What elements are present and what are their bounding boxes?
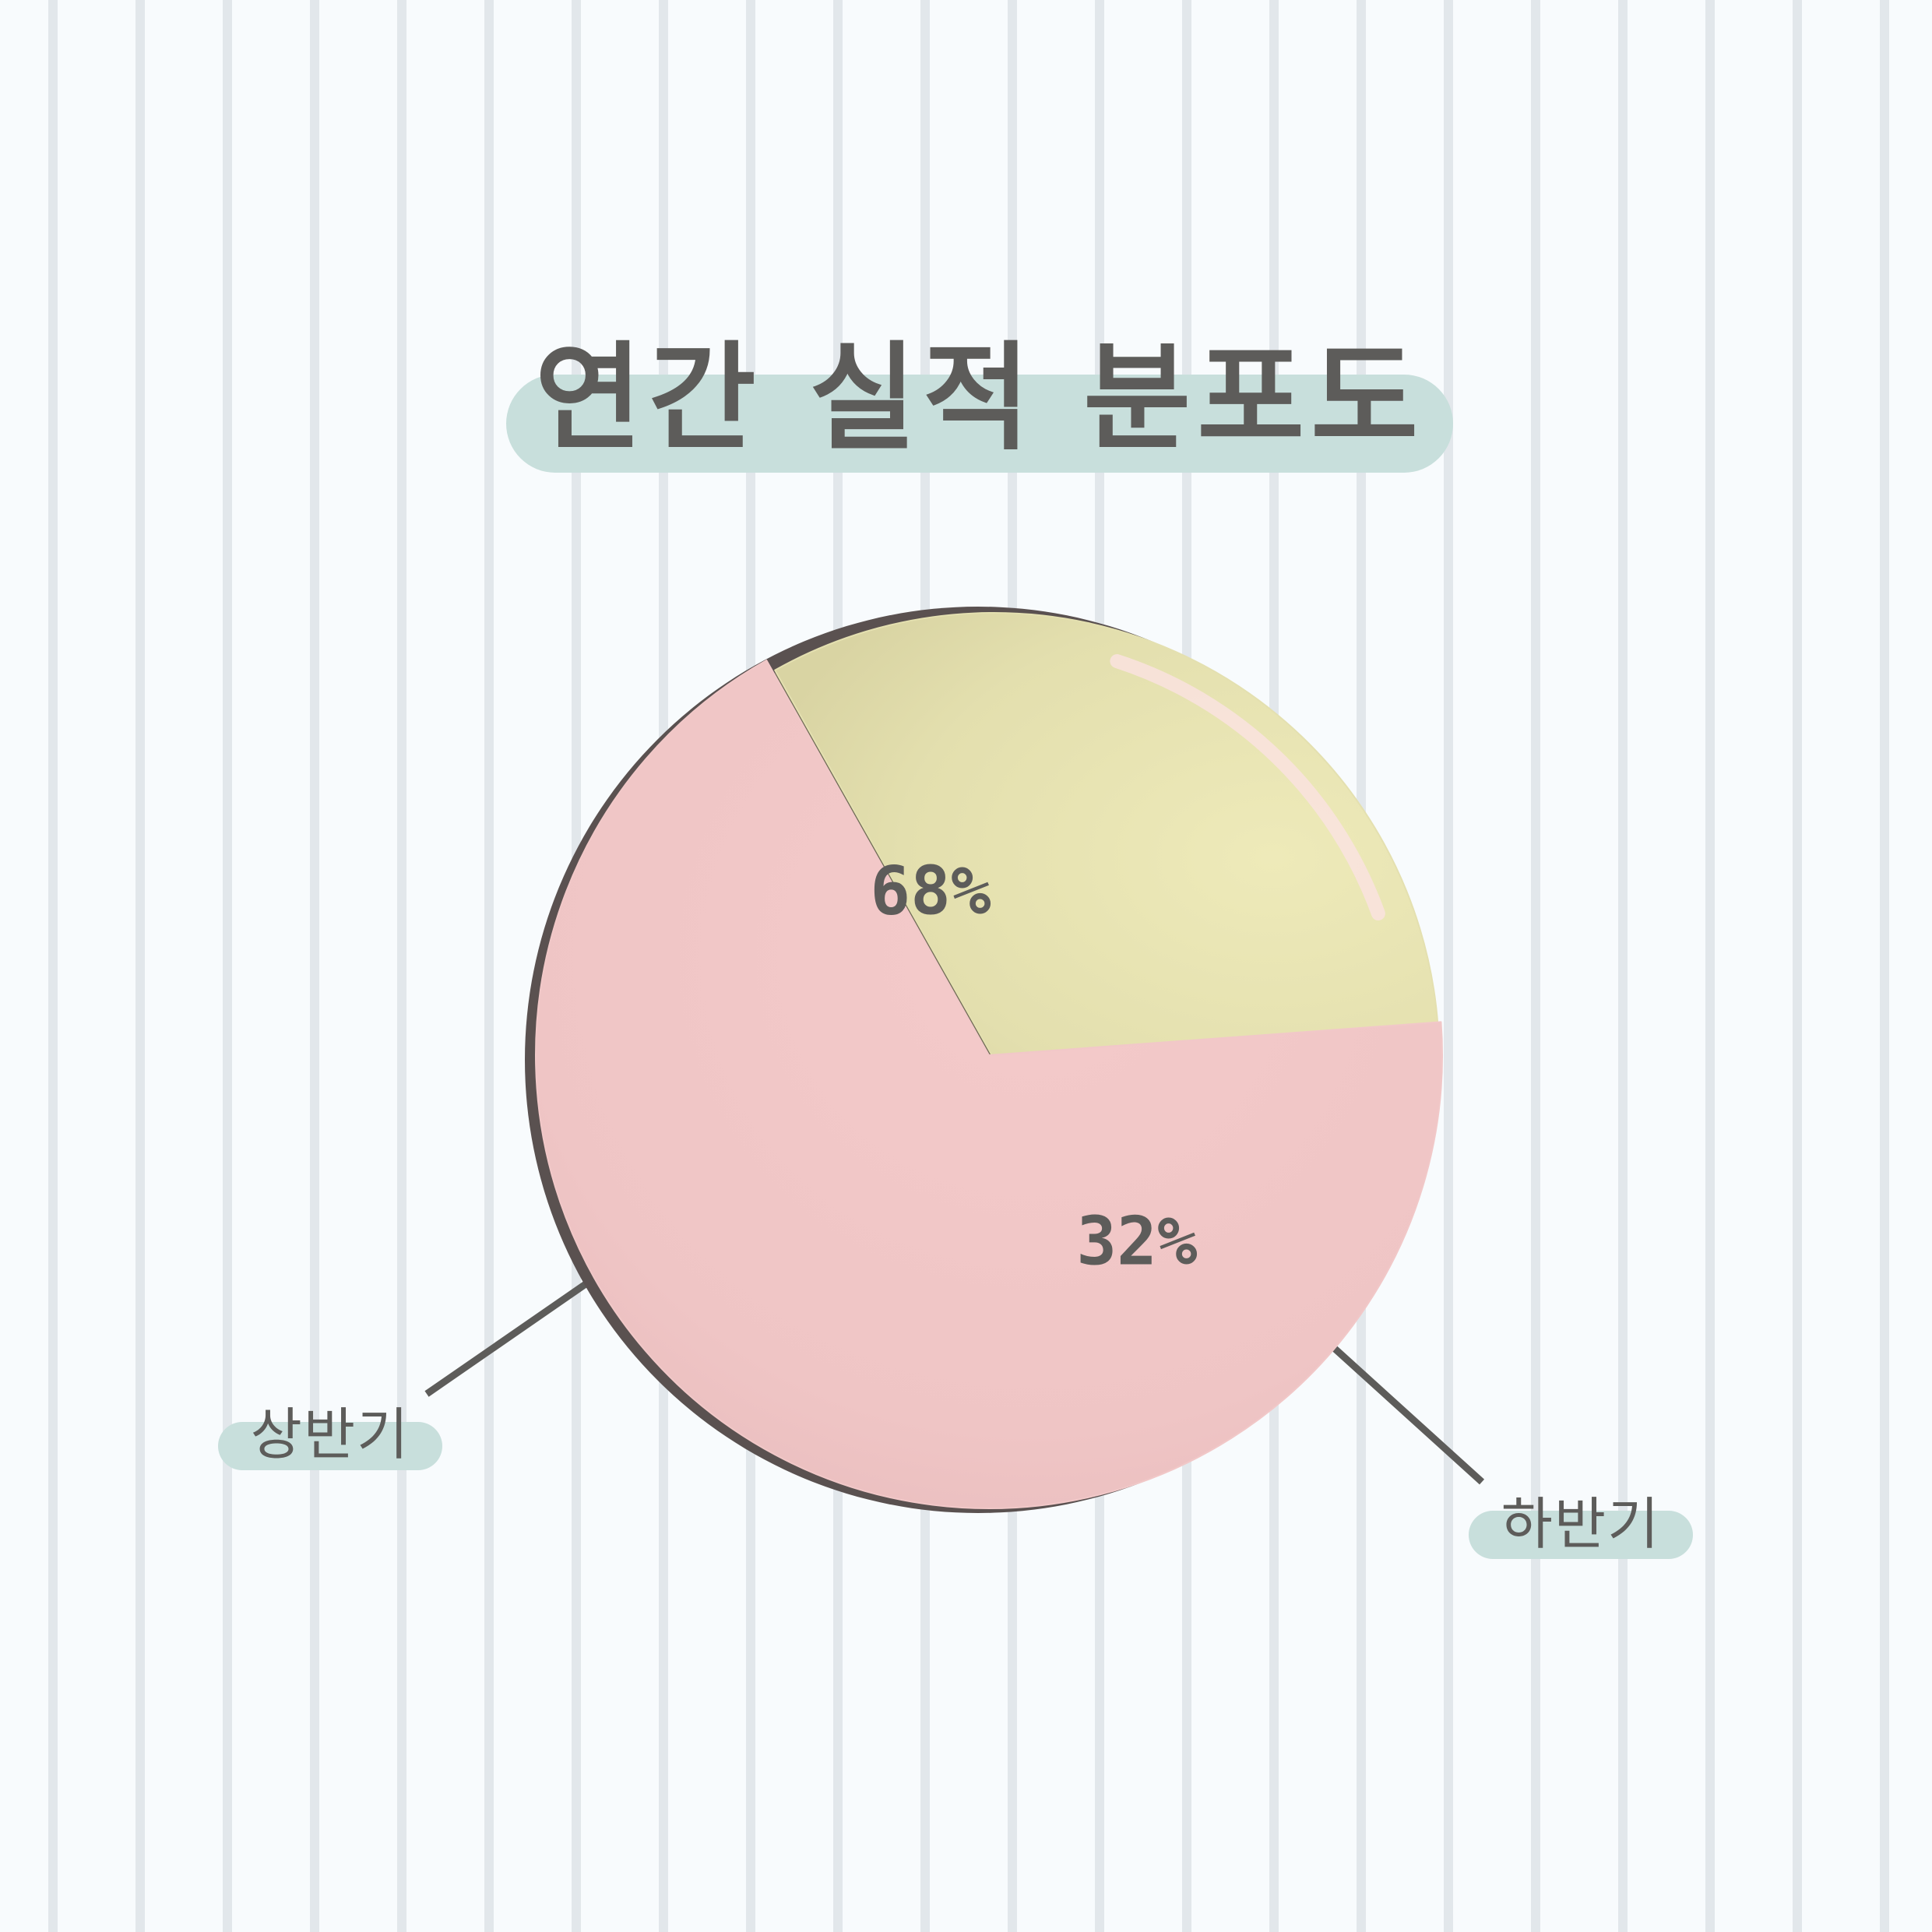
leader-lines (424, 1274, 1485, 1485)
pie-slice-second-half (774, 612, 1439, 1059)
data-label-first-half: 68% (870, 852, 991, 930)
data-label-second-half: 32% (1076, 1202, 1198, 1280)
pie-slice-first-half (535, 659, 1443, 1509)
leader-line-second-half (1330, 1344, 1485, 1485)
leader-line-first-half (424, 1274, 598, 1397)
chart-title: 연간 실적 분포도 (534, 331, 1425, 466)
callout-pill-first-half (218, 1422, 442, 1470)
callout-label-second-half: 하반기 (1501, 1491, 1661, 1557)
callout-label-first-half: 상반기 (250, 1402, 410, 1467)
callout-pill-second-half (1469, 1511, 1693, 1559)
pie-highlight (1110, 654, 1385, 921)
title-pill (506, 375, 1453, 473)
